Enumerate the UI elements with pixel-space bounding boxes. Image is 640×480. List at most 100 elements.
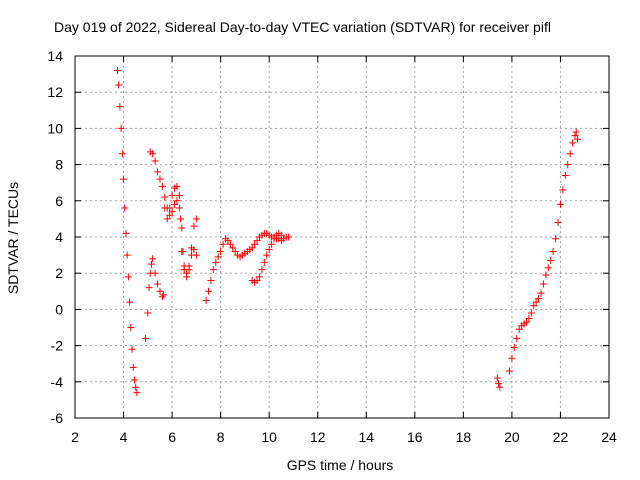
data-point (253, 237, 261, 245)
data-point (251, 240, 259, 248)
data-point (554, 219, 562, 227)
data-point (209, 266, 217, 274)
data-point (161, 193, 169, 201)
data-point (493, 374, 501, 382)
data-point (505, 367, 513, 375)
data-point (542, 271, 550, 279)
data-point (175, 191, 183, 199)
data-point (537, 289, 545, 297)
data-point (178, 247, 186, 255)
y-tick-label: -6 (51, 410, 64, 426)
data-point (573, 135, 581, 143)
data-point (158, 182, 166, 190)
data-point (183, 273, 191, 281)
data-point (202, 296, 210, 304)
data-point (173, 197, 181, 205)
data-point (178, 224, 186, 232)
data-point (123, 251, 131, 259)
data-point (151, 157, 159, 165)
y-tick-label: 12 (47, 84, 63, 100)
data-point (212, 258, 220, 266)
y-tick-label: 4 (55, 229, 63, 245)
data-point (561, 171, 569, 179)
data-point (566, 150, 574, 158)
x-tick-label: 4 (120, 429, 128, 445)
data-point (120, 175, 128, 183)
chart-title: Day 019 of 2022, Sidereal Day-to-day VTE… (54, 19, 551, 35)
data-point (214, 253, 222, 261)
x-tick-label: 10 (261, 429, 277, 445)
y-tick-label: 0 (55, 301, 63, 317)
y-tick-label: -4 (51, 374, 64, 390)
data-point (270, 235, 278, 243)
data-point (532, 298, 540, 306)
data-point (158, 293, 166, 301)
y-tick-label: 10 (47, 120, 63, 136)
data-point (263, 251, 271, 259)
data-point (226, 240, 234, 248)
data-point (141, 334, 149, 342)
data-point (219, 240, 227, 248)
series-segment-5 (248, 229, 285, 286)
x-tick-label: 8 (217, 429, 225, 445)
data-point (258, 266, 266, 274)
grid (75, 56, 609, 418)
data-point (121, 204, 129, 212)
data-point (229, 244, 237, 252)
series-segment-4 (202, 229, 293, 304)
data-point (192, 215, 200, 223)
x-tick-label: 12 (310, 429, 326, 445)
data-point (128, 345, 136, 353)
data-point (177, 215, 185, 223)
data-point (154, 280, 162, 288)
y-tick-label: -2 (51, 338, 64, 354)
data-point (205, 287, 212, 295)
series-segment-3 (146, 148, 200, 281)
data-point (124, 273, 132, 281)
data-point (530, 302, 538, 310)
data-point (253, 276, 261, 284)
y-tick-label: 14 (47, 48, 63, 64)
data-point (144, 309, 152, 317)
series-segment-1 (113, 66, 141, 397)
data-point (156, 287, 164, 295)
data-point (552, 235, 560, 243)
data-point (113, 66, 121, 74)
data-point (217, 247, 225, 255)
data-point (151, 269, 159, 277)
data-point (496, 383, 504, 391)
data-point (539, 280, 547, 288)
data-point (190, 246, 198, 254)
data-point (192, 251, 200, 259)
data-point (255, 273, 263, 281)
data-point (173, 182, 181, 190)
x-tick-label: 24 (601, 429, 617, 445)
data-point (133, 389, 141, 397)
y-tick-label: 6 (55, 193, 63, 209)
data-point (126, 298, 134, 306)
data-point (118, 150, 126, 158)
data-point (260, 258, 268, 266)
y-tick-label: 8 (55, 157, 63, 173)
x-axis-label: GPS time / hours (287, 457, 394, 473)
data-point (571, 132, 579, 140)
data-point (160, 291, 168, 299)
data-point (495, 380, 503, 388)
data-point (145, 284, 153, 292)
data-point (515, 325, 523, 333)
x-tick-label: 2 (71, 429, 79, 445)
data-point (154, 168, 162, 176)
y-tick-label: 2 (55, 265, 63, 281)
y-axis-label: SDTVAR / TECUs (5, 182, 21, 294)
data-point (185, 266, 193, 274)
series-segment-2 (141, 193, 200, 342)
data-point (522, 318, 530, 326)
data-point (168, 208, 176, 216)
x-tick-label: 14 (358, 429, 374, 445)
series-segment-7 (505, 128, 581, 375)
data-point (156, 175, 164, 183)
data-point (231, 247, 239, 255)
axis-ticks (74, 55, 610, 419)
data-point (166, 204, 174, 212)
